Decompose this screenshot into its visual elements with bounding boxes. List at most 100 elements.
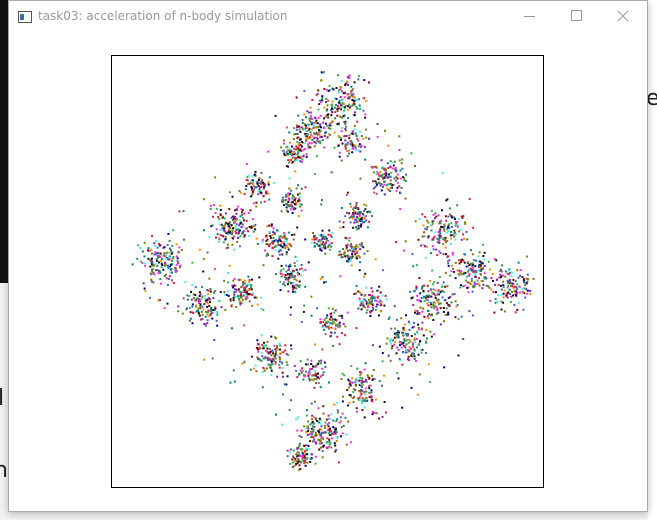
particle — [186, 298, 189, 301]
particle — [263, 200, 266, 203]
particle — [340, 159, 343, 162]
particle — [318, 134, 321, 137]
particle — [428, 300, 430, 303]
particle — [507, 280, 509, 283]
particle — [319, 318, 322, 321]
particle — [422, 290, 425, 292]
particle — [334, 318, 337, 321]
particle — [224, 238, 227, 241]
particle — [334, 111, 337, 114]
particle — [311, 425, 314, 428]
particle — [304, 464, 307, 467]
particle — [337, 143, 340, 146]
particle — [361, 389, 364, 392]
particle — [313, 126, 316, 129]
particle — [365, 378, 367, 381]
particle — [262, 345, 265, 348]
particle — [368, 387, 371, 389]
particle — [382, 269, 384, 272]
particle — [340, 378, 343, 381]
particle — [380, 384, 383, 387]
particle — [408, 322, 411, 325]
particle — [170, 268, 173, 271]
particle — [314, 116, 316, 119]
particle — [356, 380, 359, 383]
particle — [323, 318, 326, 321]
particle — [356, 98, 359, 101]
particle — [525, 288, 528, 291]
particle — [358, 243, 361, 246]
particle — [158, 242, 161, 245]
particle — [230, 305, 233, 308]
particle — [281, 362, 284, 365]
particle — [292, 238, 295, 241]
particle — [353, 111, 356, 114]
particle — [491, 272, 494, 275]
particle — [351, 253, 354, 256]
particle — [368, 377, 371, 379]
window-controls[interactable] — [507, 1, 647, 33]
particle — [506, 279, 509, 282]
particle — [483, 265, 486, 267]
particle — [346, 389, 349, 391]
particle — [261, 179, 264, 182]
particle — [432, 283, 435, 286]
particle — [297, 136, 300, 139]
particle — [417, 353, 420, 356]
particle — [319, 142, 322, 145]
particle — [323, 361, 326, 364]
particle — [317, 132, 320, 135]
particle — [295, 145, 298, 148]
particle — [413, 321, 415, 324]
particle — [344, 120, 347, 123]
particle — [267, 363, 270, 366]
particle — [160, 260, 162, 262]
particle — [375, 299, 378, 302]
particle — [451, 293, 454, 296]
particle — [312, 416, 315, 419]
particle — [359, 373, 362, 376]
particle — [172, 257, 175, 260]
particle — [283, 232, 285, 235]
background-window — [0, 0, 8, 283]
particle — [329, 331, 332, 334]
particle — [220, 223, 223, 226]
particle — [270, 223, 273, 226]
particle — [365, 301, 368, 304]
particle — [326, 423, 329, 426]
particle — [299, 147, 302, 150]
particle — [262, 366, 265, 369]
particle — [247, 289, 250, 292]
particle — [294, 133, 297, 135]
particle — [383, 183, 386, 186]
particle — [440, 219, 443, 222]
particle — [362, 109, 365, 112]
particle — [319, 277, 322, 280]
particle — [358, 269, 361, 272]
particle — [269, 235, 272, 237]
particle — [503, 289, 506, 292]
particle — [260, 359, 263, 362]
particle — [506, 286, 509, 289]
particle — [436, 237, 439, 240]
particle — [480, 261, 483, 264]
particle — [304, 142, 307, 144]
particle — [290, 270, 292, 273]
particle — [365, 311, 368, 314]
particle — [377, 181, 380, 184]
particle — [516, 288, 519, 291]
particle — [289, 263, 292, 266]
particle — [444, 299, 447, 302]
particle — [462, 272, 465, 275]
particle — [342, 322, 345, 325]
particle — [458, 269, 461, 272]
particle — [479, 269, 482, 272]
particle — [325, 239, 328, 242]
particle — [436, 290, 439, 293]
particle — [368, 302, 371, 304]
particle — [153, 273, 156, 276]
particle — [282, 281, 285, 284]
particle — [305, 409, 308, 412]
particle — [450, 215, 453, 218]
particle — [300, 264, 303, 266]
